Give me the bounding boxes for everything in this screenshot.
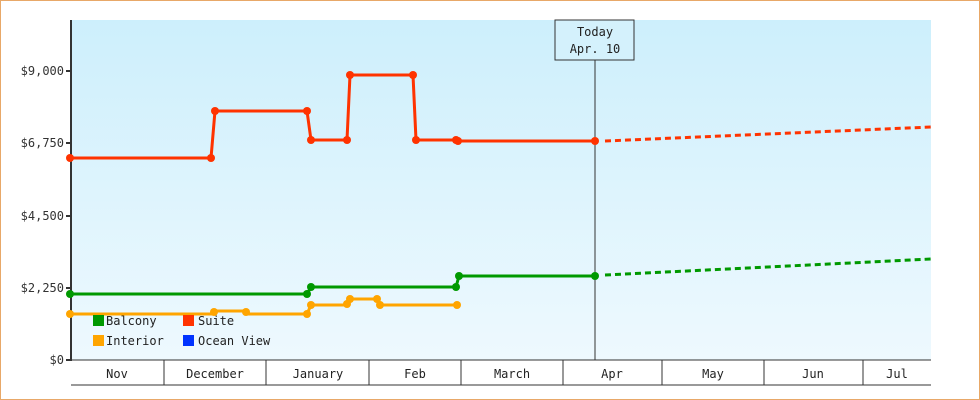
legend-swatch-balcony — [93, 315, 104, 326]
series-suite — [66, 71, 932, 162]
legend-label-suite: Suite — [198, 314, 234, 328]
legend-label-ocean-view: Ocean View — [198, 334, 271, 348]
y-tick-label: $9,000 — [21, 64, 64, 78]
x-label-jul: Jul — [886, 367, 908, 381]
x-label-feb: Feb — [404, 367, 426, 381]
x-label-apr: Apr — [601, 367, 623, 381]
legend-swatch-suite — [183, 315, 194, 326]
legend: Balcony Suite Interior Ocean View — [93, 314, 271, 348]
legend-swatch-interior — [93, 335, 104, 346]
x-label-may: May — [702, 367, 724, 381]
y-tick-label: $0 — [50, 353, 64, 367]
legend-label-balcony: Balcony — [106, 314, 157, 328]
y-tick-label: $2,250 — [21, 281, 64, 295]
today-marker: Today Apr. 10 — [554, 19, 635, 61]
x-month-band — [71, 360, 931, 386]
balcony-forecast — [604, 257, 932, 277]
plot-area — [71, 20, 931, 360]
suite-forecast — [604, 125, 932, 143]
legend-swatch-ocean-view — [183, 335, 194, 346]
y-ticks: $9,000 $6,750 $4,500 $2,250 $0 — [21, 64, 71, 367]
y-tick-label: $6,750 — [21, 136, 64, 150]
today-date: Apr. 10 — [570, 42, 621, 56]
x-label-december: December — [186, 367, 244, 381]
x-label-march: March — [494, 367, 530, 381]
x-label-january: January — [293, 367, 344, 381]
series-balcony — [66, 257, 932, 298]
legend-label-interior: Interior — [106, 334, 164, 348]
series-interior — [66, 295, 461, 318]
x-label-jun: Jun — [802, 367, 824, 381]
y-tick-label: $4,500 — [21, 209, 64, 223]
x-label-nov: Nov — [106, 367, 128, 381]
x-tick-labels: Nov December January Feb March Apr May J… — [106, 367, 908, 381]
today-label: Today — [577, 25, 613, 39]
